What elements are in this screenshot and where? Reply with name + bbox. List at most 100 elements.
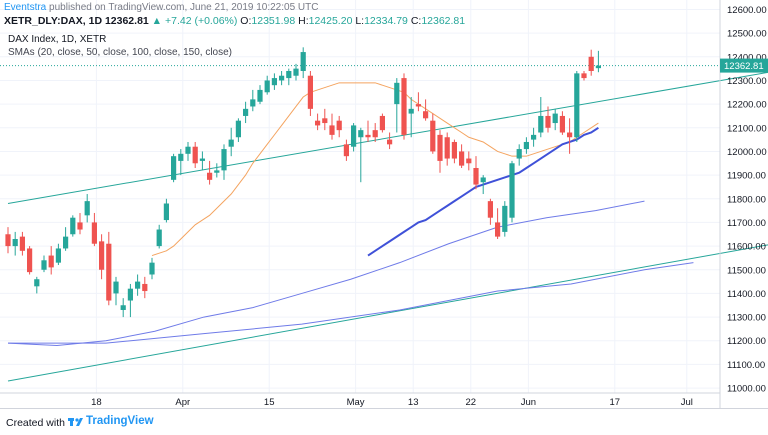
candle-body	[480, 177, 486, 183]
candle-body	[250, 99, 256, 107]
candle	[379, 113, 385, 133]
candle	[487, 198, 493, 225]
candle-body	[473, 168, 479, 185]
candle-body	[34, 279, 40, 287]
candle	[99, 234, 105, 280]
candle	[243, 101, 249, 124]
price-change: ▲ +7.42 (+0.06%)	[151, 15, 238, 27]
candle	[430, 113, 436, 154]
candle-body	[466, 158, 472, 164]
candle	[351, 123, 357, 152]
candle	[545, 106, 551, 133]
legend-sma[interactable]: SMAs (20, close, 50, close, 100, close, …	[8, 47, 232, 58]
candle	[156, 224, 162, 249]
sma100-line	[7, 200, 645, 346]
candle-body	[243, 108, 249, 116]
candle-body	[538, 115, 544, 133]
candle	[538, 97, 544, 138]
candle	[63, 227, 69, 251]
author-link[interactable]: Eventstra	[4, 2, 47, 13]
y-tick-label: 12100.00	[727, 123, 767, 134]
candle	[235, 118, 241, 142]
candle	[70, 215, 76, 237]
candle-body	[595, 65, 601, 69]
candle	[307, 70, 313, 116]
candle-body	[120, 305, 126, 310]
candle	[502, 201, 508, 237]
candle	[113, 276, 119, 306]
symbol-line: XETR_DLY:DAX, 1D 12362.81 ▲ +7.42 (+0.06…	[4, 15, 720, 29]
candle-body	[264, 80, 270, 93]
candle	[149, 257, 155, 280]
candle	[19, 231, 25, 256]
grid	[0, 0, 720, 393]
x-tick-label: 22	[466, 397, 477, 408]
candle-body	[48, 255, 54, 268]
candle-body	[41, 260, 47, 270]
candle	[185, 141, 191, 161]
candle	[55, 243, 61, 266]
y-tick-label: 11600.00	[727, 242, 766, 253]
candle-body	[408, 108, 414, 114]
chart-header: Eventstra published on TradingView.com, …	[4, 0, 720, 29]
candle-body	[437, 134, 443, 161]
candle-body	[451, 141, 457, 159]
candle	[387, 132, 393, 150]
candle-body	[271, 78, 277, 86]
candle	[135, 274, 141, 296]
candle-body	[91, 222, 97, 244]
candle	[315, 113, 321, 131]
chart-legend: DAX Index, 1D, XETR SMAs (20, close, 50,…	[8, 33, 232, 59]
candle	[329, 113, 335, 140]
candle-body	[286, 70, 292, 79]
candle	[199, 151, 205, 171]
candle	[163, 198, 169, 223]
time-axis[interactable]: 18 Apr 15 May 13 22 Jun 17 Jul	[0, 392, 720, 408]
candle-body	[99, 241, 105, 270]
candle	[581, 70, 587, 81]
candle-body	[63, 236, 69, 249]
y-tick-label: 11100.00	[727, 360, 765, 371]
candle	[178, 149, 184, 176]
legend-title[interactable]: DAX Index, 1D, XETR	[8, 34, 107, 45]
candle	[293, 63, 299, 81]
tradingview-brand[interactable]: TradingView	[86, 415, 154, 427]
candle-body	[423, 111, 429, 119]
candle	[48, 246, 54, 275]
candle-body	[163, 203, 169, 221]
last-price: 12362.81	[104, 15, 149, 27]
candle	[480, 175, 486, 195]
candle-body	[307, 75, 313, 109]
published-text: published on TradingView.com, June 21, 2…	[49, 2, 319, 13]
price-chart[interactable]: 11000.00 11100.00 11200.00 11300.00 11400.00…	[0, 0, 768, 408]
candle	[473, 156, 479, 190]
candle-body	[235, 120, 241, 138]
y-tick-label: 12000.00	[727, 147, 767, 158]
sma20-line	[151, 82, 599, 257]
y-tick-label: 11700.00	[727, 218, 766, 229]
x-tick-label: 18	[91, 397, 102, 408]
candle-body	[552, 113, 558, 124]
candle	[509, 160, 515, 223]
candle-body	[315, 120, 321, 126]
candle-body	[135, 281, 141, 289]
candle-body	[444, 137, 450, 159]
candle-body	[567, 132, 573, 138]
high-label: H:	[298, 15, 309, 27]
sma150-line	[8, 262, 694, 344]
candle-body	[257, 89, 263, 102]
price-axis[interactable]: 11000.00 11100.00 11200.00 11300.00 11400.00…	[719, 0, 768, 408]
y-tick-label: 12500.00	[727, 29, 767, 40]
close-label: C:	[410, 15, 422, 27]
candle	[171, 153, 177, 183]
tradingview-logo-icon	[68, 418, 83, 426]
symbol[interactable]: XETR_DLY:DAX, 1D	[4, 15, 103, 27]
x-tick-label: Apr	[175, 397, 190, 408]
candle	[358, 127, 364, 183]
candle-body	[516, 149, 522, 159]
candle-body	[509, 163, 515, 218]
candle	[77, 212, 83, 235]
last-price-tag	[720, 58, 768, 73]
candle	[12, 231, 18, 256]
candle	[466, 151, 472, 171]
